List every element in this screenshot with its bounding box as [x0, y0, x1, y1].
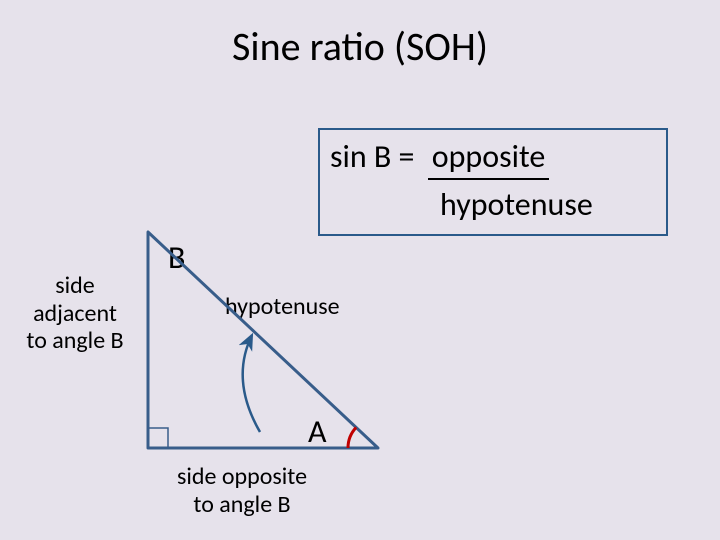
angle-A-arc	[348, 427, 356, 448]
right-angle-marker	[148, 428, 168, 448]
triangle-shape	[148, 232, 378, 448]
hypotenuse-arrow	[243, 335, 260, 432]
triangle-diagram	[0, 0, 720, 540]
